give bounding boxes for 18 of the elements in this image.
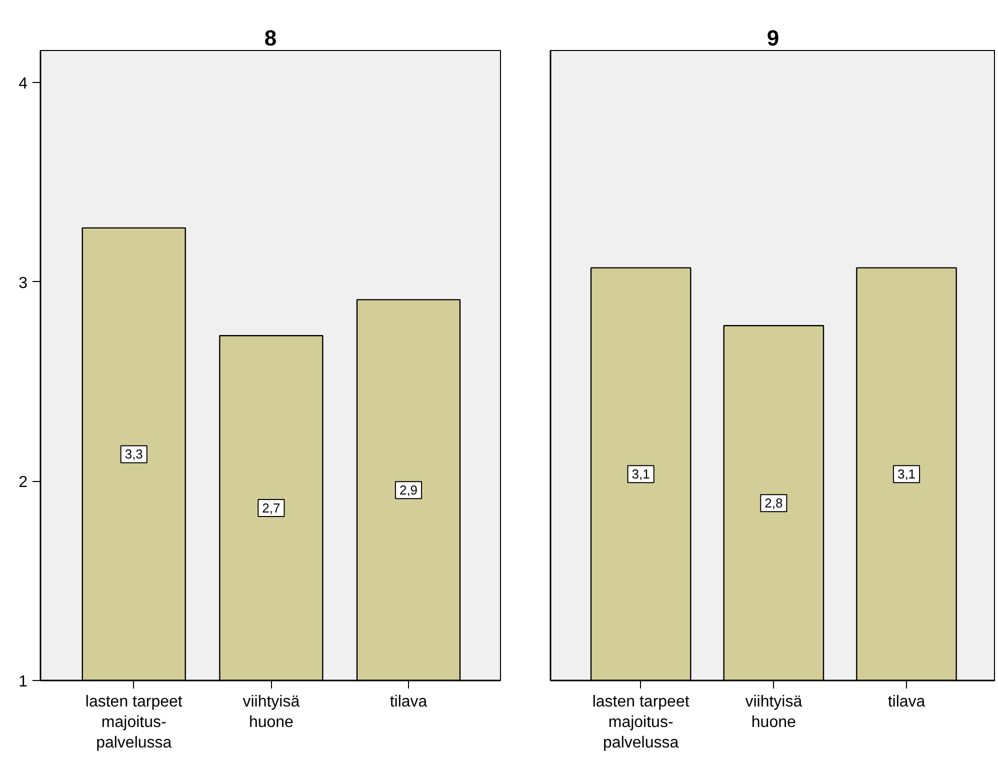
y-tick-label: 2 (18, 474, 28, 492)
y-tick-label: 4 (18, 75, 28, 92)
data-label: 3,1 (897, 466, 916, 482)
x-tick-label: tilava (888, 694, 926, 710)
x-tick-label: tilava (390, 694, 428, 710)
y-tick-label: 1 (18, 674, 28, 690)
x-tick-label: viihtyisä huone (745, 694, 802, 731)
data-label: 2,8 (764, 496, 783, 511)
data-label: 3,1 (632, 466, 650, 482)
chart-title: 9 (766, 26, 780, 50)
x-tick-label: lasten tarpeet majoitus- palvelussa (592, 694, 690, 752)
chart-title: 8 (264, 26, 277, 50)
data-label: 2,9 (399, 482, 418, 498)
x-tick-label: lasten tarpeet majoitus- palvelussa (85, 694, 183, 752)
data-label: 3,3 (124, 446, 143, 462)
x-tick-label: viihtyisä huone (242, 694, 300, 731)
data-label: 2,7 (262, 500, 280, 516)
y-tick-label: 3 (18, 274, 28, 292)
